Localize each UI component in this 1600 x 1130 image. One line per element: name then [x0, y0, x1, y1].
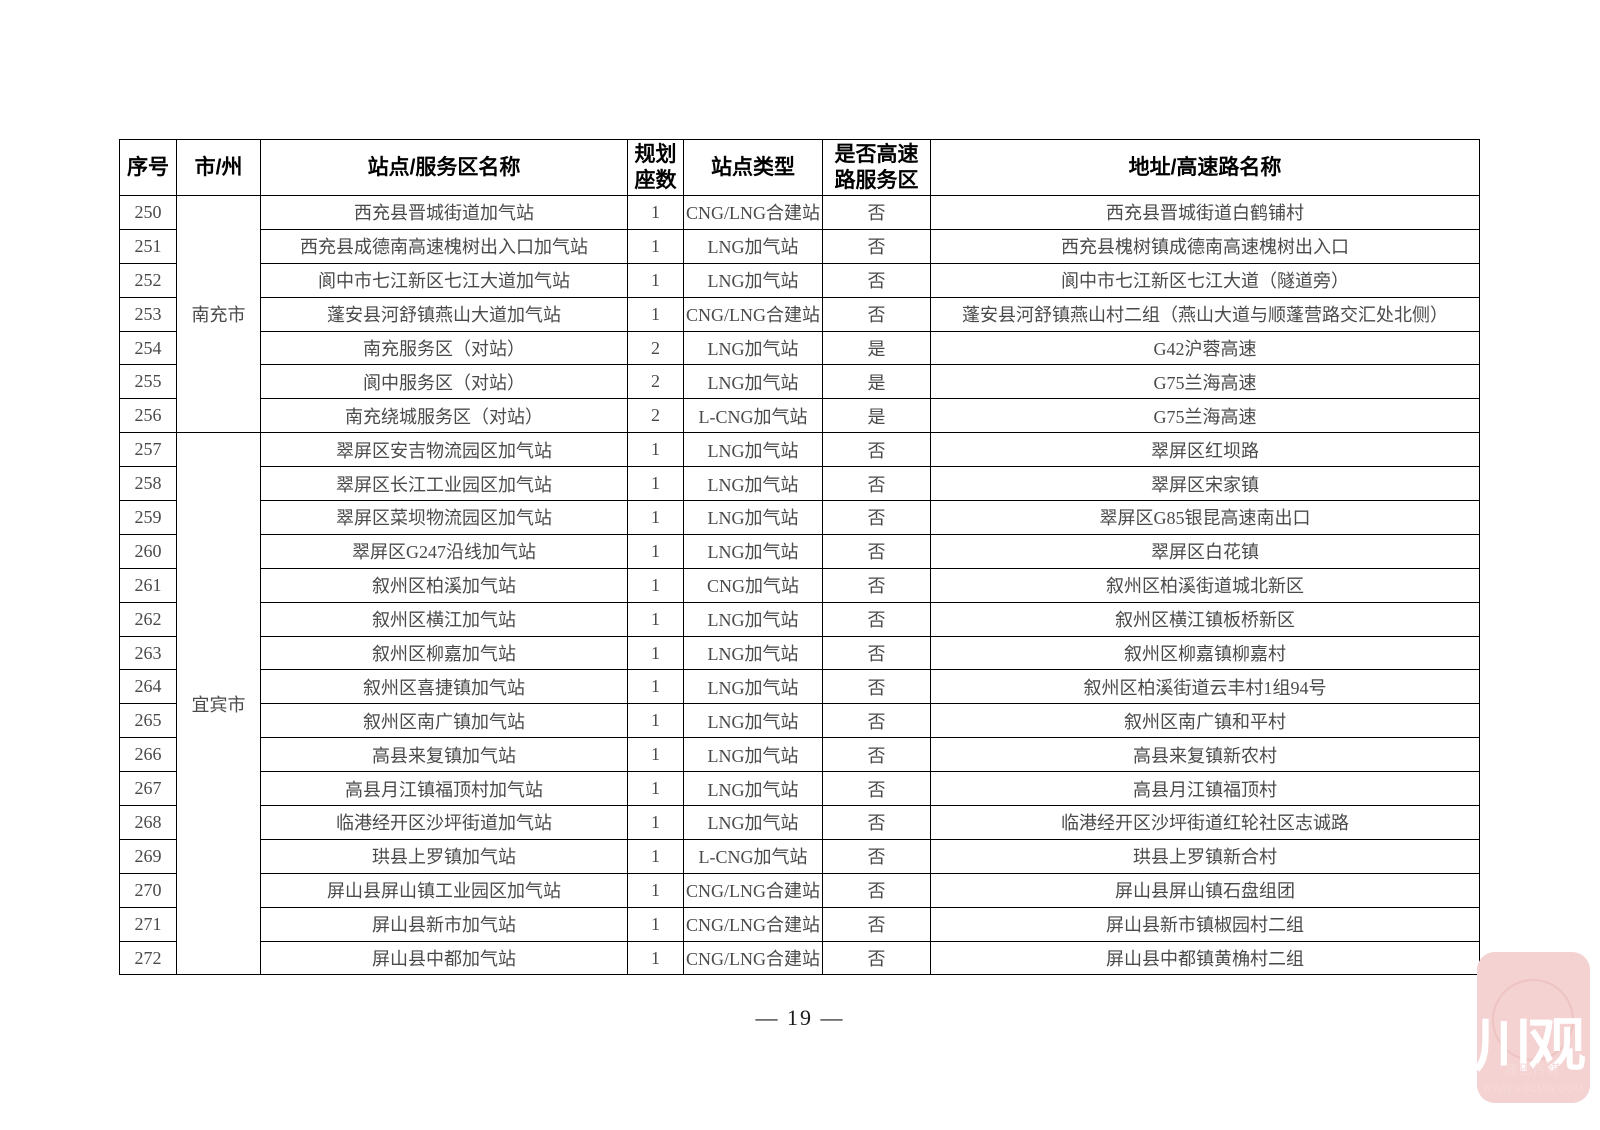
svg-text:WWW.KBCMW.COM: WWW.KBCMW.COM: [1483, 1084, 1584, 1095]
svg-text:康巴传媒: 康巴传媒: [1505, 1062, 1561, 1077]
